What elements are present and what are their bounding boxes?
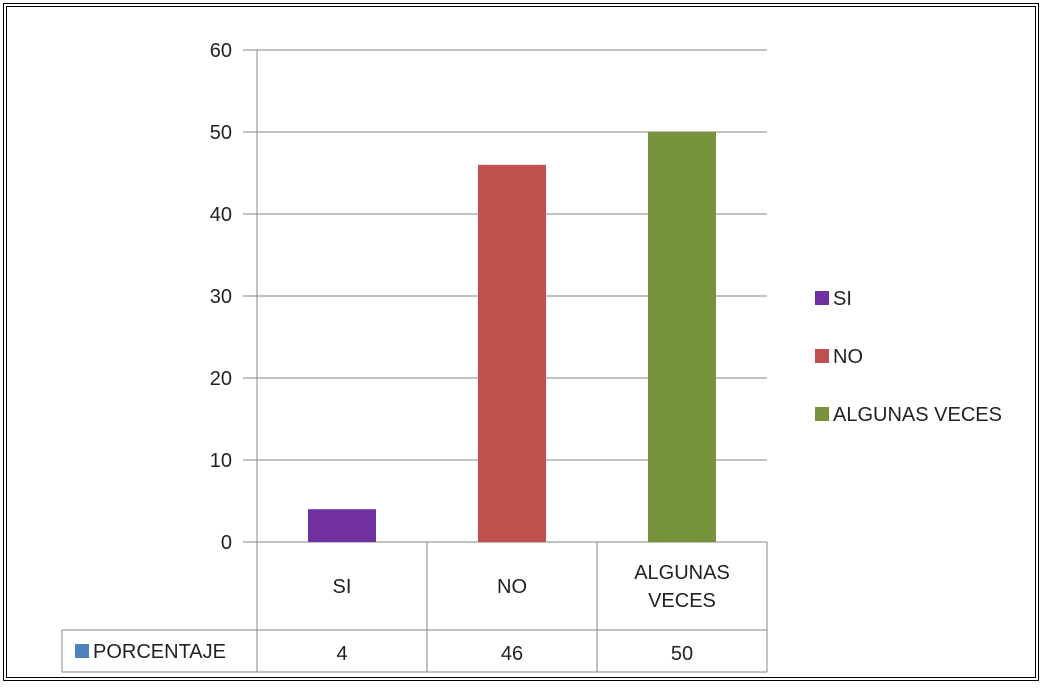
bar-no <box>478 164 546 543</box>
y-tick-label: 0 <box>221 532 232 554</box>
y-tick-label: 50 <box>210 122 232 144</box>
y-tick-label: 40 <box>210 204 232 226</box>
x-tick-label: NO <box>497 576 527 598</box>
bars <box>308 132 716 543</box>
x-tick-label: ALGUNAS <box>634 562 730 584</box>
y-tick-label: 30 <box>210 286 232 308</box>
legend-label: NO <box>833 346 863 368</box>
data-label: 4 <box>336 643 347 665</box>
legend-swatch <box>815 291 829 305</box>
series-row-label: PORCENTAJE <box>93 641 226 663</box>
bar-algunas-veces <box>648 132 716 542</box>
legend-swatch <box>815 407 829 421</box>
x-tick-label: VECES <box>648 590 716 612</box>
legend-label: SI <box>833 288 852 310</box>
bar-si <box>308 509 376 542</box>
data-table: SI NO ALGUNAS VECES PORCENTAJE 4 46 50 <box>61 542 768 673</box>
y-tick-label: 60 <box>210 40 232 62</box>
y-axis-ticks: 0 10 20 30 40 50 60 <box>210 40 232 554</box>
legend: SI NO ALGUNAS VECES <box>815 288 1002 426</box>
legend-swatch <box>815 349 829 363</box>
series-key-swatch <box>75 644 89 658</box>
data-label: 46 <box>501 643 523 665</box>
y-tick-label: 10 <box>210 450 232 472</box>
y-tick-label: 20 <box>210 368 232 390</box>
data-label: 50 <box>671 643 693 665</box>
legend-label: ALGUNAS VECES <box>833 404 1002 426</box>
x-tick-label: SI <box>333 576 352 598</box>
